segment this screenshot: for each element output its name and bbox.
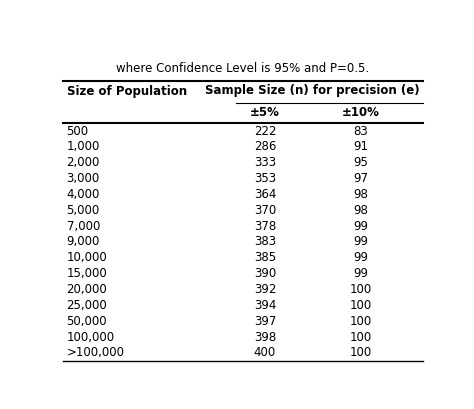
Text: 98: 98 — [353, 204, 368, 217]
Text: ±5%: ±5% — [250, 106, 280, 119]
Text: 4,000: 4,000 — [66, 188, 100, 201]
Text: 392: 392 — [254, 283, 276, 296]
Text: 353: 353 — [254, 172, 276, 185]
Text: 1,000: 1,000 — [66, 140, 100, 153]
Text: >100,000: >100,000 — [66, 346, 125, 360]
Text: 2,000: 2,000 — [66, 156, 100, 169]
Text: Size of Population: Size of Population — [66, 85, 187, 98]
Text: 100: 100 — [349, 330, 372, 344]
Text: 383: 383 — [254, 236, 276, 249]
Text: 10,000: 10,000 — [66, 251, 107, 264]
Text: 98: 98 — [353, 188, 368, 201]
Text: 286: 286 — [254, 140, 276, 153]
Text: 7,000: 7,000 — [66, 220, 100, 233]
Text: 370: 370 — [254, 204, 276, 217]
Text: 50,000: 50,000 — [66, 315, 107, 328]
Text: 390: 390 — [254, 267, 276, 280]
Text: 398: 398 — [254, 330, 276, 344]
Text: 364: 364 — [254, 188, 276, 201]
Text: 222: 222 — [254, 124, 276, 137]
Text: 95: 95 — [353, 156, 368, 169]
Text: 100: 100 — [349, 315, 372, 328]
Text: 97: 97 — [353, 172, 368, 185]
Text: 25,000: 25,000 — [66, 299, 107, 312]
Text: 15,000: 15,000 — [66, 267, 107, 280]
Text: 333: 333 — [254, 156, 276, 169]
Text: 91: 91 — [353, 140, 368, 153]
Text: 100: 100 — [349, 346, 372, 360]
Text: 5,000: 5,000 — [66, 204, 100, 217]
Text: 99: 99 — [353, 251, 368, 264]
Text: 20,000: 20,000 — [66, 283, 107, 296]
Text: 100: 100 — [349, 299, 372, 312]
Text: 99: 99 — [353, 267, 368, 280]
Text: 3,000: 3,000 — [66, 172, 100, 185]
Text: 378: 378 — [254, 220, 276, 233]
Text: 83: 83 — [353, 124, 368, 137]
Text: 9,000: 9,000 — [66, 236, 100, 249]
Text: 394: 394 — [254, 299, 276, 312]
Text: 99: 99 — [353, 236, 368, 249]
Text: 500: 500 — [66, 124, 89, 137]
Text: 400: 400 — [254, 346, 276, 360]
Text: 99: 99 — [353, 220, 368, 233]
Text: 100: 100 — [349, 283, 372, 296]
Text: 100,000: 100,000 — [66, 330, 115, 344]
Text: Sample Size (n) for precision (e): Sample Size (n) for precision (e) — [205, 84, 420, 97]
Text: 385: 385 — [254, 251, 276, 264]
Text: where Confidence Level is 95% and P=0.5.: where Confidence Level is 95% and P=0.5. — [116, 62, 370, 75]
Text: ±10%: ±10% — [342, 106, 379, 119]
Text: 397: 397 — [254, 315, 276, 328]
